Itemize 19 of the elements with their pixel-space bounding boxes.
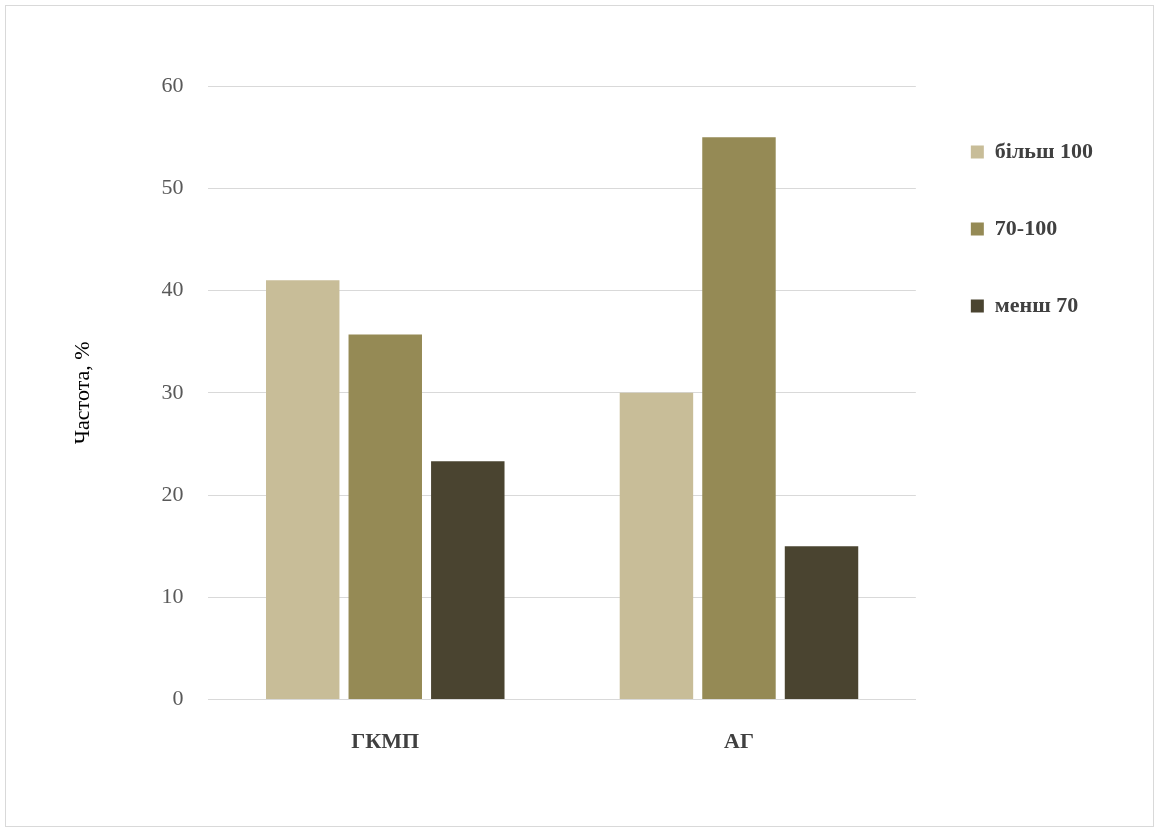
y-tick-label: 50: [161, 174, 184, 200]
y-tick-label: 10: [161, 583, 184, 609]
legend-label: 70-100: [994, 214, 1058, 240]
y-tick-label: 20: [161, 480, 184, 506]
bar: [431, 461, 505, 700]
bar: [702, 137, 776, 700]
bar: [619, 392, 694, 700]
bar: [266, 280, 340, 700]
y-tick-label: 60: [161, 71, 184, 97]
x-tick-label: АГ: [724, 728, 754, 754]
y-tick-label: 30: [161, 378, 184, 404]
legend-label: менш 70: [994, 291, 1079, 317]
y-tick-label: 0: [172, 685, 184, 711]
bar: [784, 546, 859, 700]
legend-label: більш 100: [994, 137, 1094, 163]
bar: [348, 334, 422, 700]
y-tick-label: 40: [161, 276, 184, 302]
x-tick-label: ГКМП: [351, 728, 420, 754]
y-axis-title: Частота, %: [68, 341, 94, 445]
